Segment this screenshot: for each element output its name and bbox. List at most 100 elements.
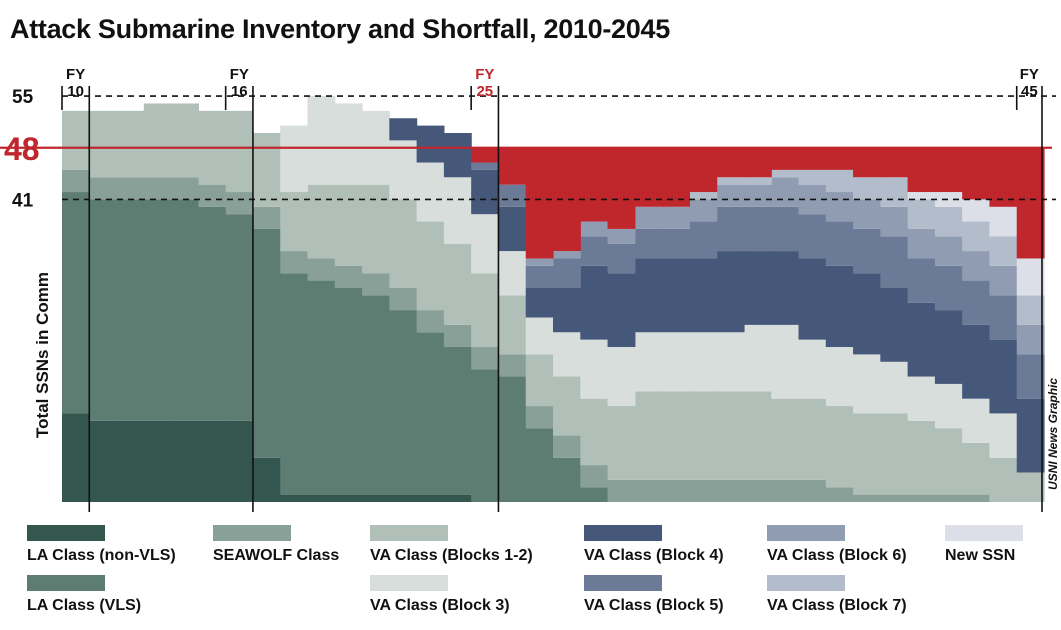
bar-va-class-block-5-2034 [716,206,745,252]
bar-va-class-blocks-1-2-2024 [443,243,472,325]
shortfall-bar-2033 [689,147,718,193]
bar-seawolf-class-2032 [662,479,690,502]
series-va-class-blocks-1-2 [62,103,1045,502]
bar-la-class-vls-2017 [252,228,281,458]
bar-va-class-block-4-2043 [962,324,991,399]
legend-label-va-class-block-6: VA Class (Block 6) [767,547,907,564]
bar-seawolf-class-2016 [225,192,254,215]
bar-va-class-block-6-2033 [689,199,718,222]
bar-seawolf-class-2013 [143,177,172,200]
bar-va-class-blocks-1-2-2010 [62,110,90,170]
bar-va-class-block-4-2025 [471,169,500,215]
bar-la-class-non-vls-2023 [416,494,445,502]
bar-va-class-block-3-2032 [662,332,690,392]
shortfall-bar-2037 [798,147,827,170]
bar-seawolf-class-2023 [416,310,445,333]
bar-va-class-block-5-2043 [962,280,991,325]
bar-la-class-vls-2026 [498,376,527,502]
bar-va-class-block-4-2042 [934,310,963,384]
shortfall-bar-2038 [825,147,854,170]
series-la-class-vls [62,192,609,502]
bar-va-class-block-3-2024 [443,177,472,244]
bar-va-class-blocks-1-2-2017 [252,133,281,207]
bar-va-class-block-4-2038 [825,265,854,348]
series-la-class-non-vls [62,413,472,502]
bar-la-class-vls-2018 [280,273,309,495]
bar-va-class-block-4-2030 [607,273,636,348]
legend-item-va-class-block-6: VA Class (Block 6) [767,525,907,565]
bar-la-class-vls-2015 [198,206,227,421]
ref-label-41: 41 [12,190,34,211]
bar-va-class-block-4-2037 [798,258,827,340]
bar-va-class-block-3-2040 [880,361,909,414]
bar-new-ssn-2044 [989,206,1018,237]
bar-va-class-block-7-2033 [689,192,718,200]
legend-swatch-va-class-block-7 [767,575,845,591]
bar-seawolf-class-2021 [362,273,390,296]
legend-swatch-va-class-block-3 [370,575,448,591]
shortfall-bar-2036 [771,147,800,170]
bar-va-class-blocks-1-2-2027 [525,354,554,407]
bar-la-class-vls-2016 [225,214,254,421]
legend-swatch-va-class-block-5 [584,575,662,591]
bar-va-class-blocks-1-2-2033 [689,391,718,480]
bar-la-class-vls-2012 [116,199,145,421]
bar-new-ssn-2045 [1016,258,1045,296]
bar-va-class-block-6-2042 [934,236,963,266]
bar-la-class-non-vls-2021 [362,494,390,502]
fy-label-year-2045: 45 [1021,83,1038,100]
legend-label-new-ssn: New SSN [945,547,1016,564]
bar-va-class-block-7-2034 [716,177,745,185]
bar-va-class-blocks-1-2-2016 [225,110,254,193]
legend-swatch-seawolf-class [213,525,291,541]
bar-va-class-block-7-2045 [1016,295,1045,325]
bar-la-class-non-vls-2014 [171,420,199,502]
legend-item-va-class-block-7: VA Class (Block 7) [767,575,907,615]
bar-la-class-non-vls-2010 [62,413,90,502]
series-va-class-block-4 [389,118,1045,473]
bar-seawolf-class-2034 [716,479,745,502]
bar-va-class-block-4-2022 [389,118,418,141]
bar-va-class-blocks-1-2-2029 [580,398,609,466]
bar-va-class-block-3-2044 [989,413,1018,458]
bar-va-class-blocks-1-2-2018 [280,192,309,252]
bar-va-class-block-4-2031 [634,258,663,333]
bar-seawolf-class-2020 [334,265,363,288]
bar-va-class-blocks-1-2-2014 [171,103,199,178]
bar-va-class-block-4-2023 [416,125,445,163]
bar-la-class-non-vls-2016 [225,420,254,502]
bar-va-class-blocks-1-2-2034 [716,391,745,480]
bar-va-class-block-3-2029 [580,339,609,399]
bar-seawolf-class-2040 [880,494,909,502]
legend-swatch-va-class-block-6 [767,525,845,541]
bar-va-class-blocks-1-2-2019 [307,184,336,259]
bar-va-class-block-7-2039 [853,177,881,200]
bar-la-class-vls-2023 [416,332,445,495]
bar-va-class-block-7-2035 [743,177,772,185]
bar-va-class-block-4-2034 [716,251,745,333]
bar-la-class-non-vls-2018 [280,494,309,502]
bar-va-class-block-3-2026 [498,251,527,296]
y-axis-label: Total SSNs in Comm [33,272,52,438]
series-layer [62,96,1045,502]
bar-va-class-block-3-2031 [634,332,663,392]
bar-la-class-vls-2011 [89,199,118,421]
bar-va-class-block-3-2019 [307,96,336,185]
bar-va-class-block-7-2036 [771,169,800,178]
bar-new-ssn-2042 [934,192,963,207]
bar-va-class-block-4-2040 [880,287,909,362]
bar-va-class-block-6-2028 [553,251,581,259]
bar-la-class-non-vls-2019 [307,494,336,502]
bar-seawolf-class-2015 [198,184,227,207]
bar-va-class-blocks-1-2-2030 [607,406,636,480]
shortfall-bar-2042 [934,147,963,193]
legend-label-va-class-block-4: VA Class (Block 4) [584,547,724,564]
bar-va-class-block-3-2030 [607,347,636,407]
shortfall-bar-2031 [634,147,663,207]
bar-va-class-block-4-2041 [907,302,936,377]
legend-label-la-class-vls: LA Class (VLS) [27,597,142,614]
bar-seawolf-class-2041 [907,494,936,502]
bar-va-class-block-3-2043 [962,398,991,443]
bar-va-class-block-4-2036 [771,251,800,325]
